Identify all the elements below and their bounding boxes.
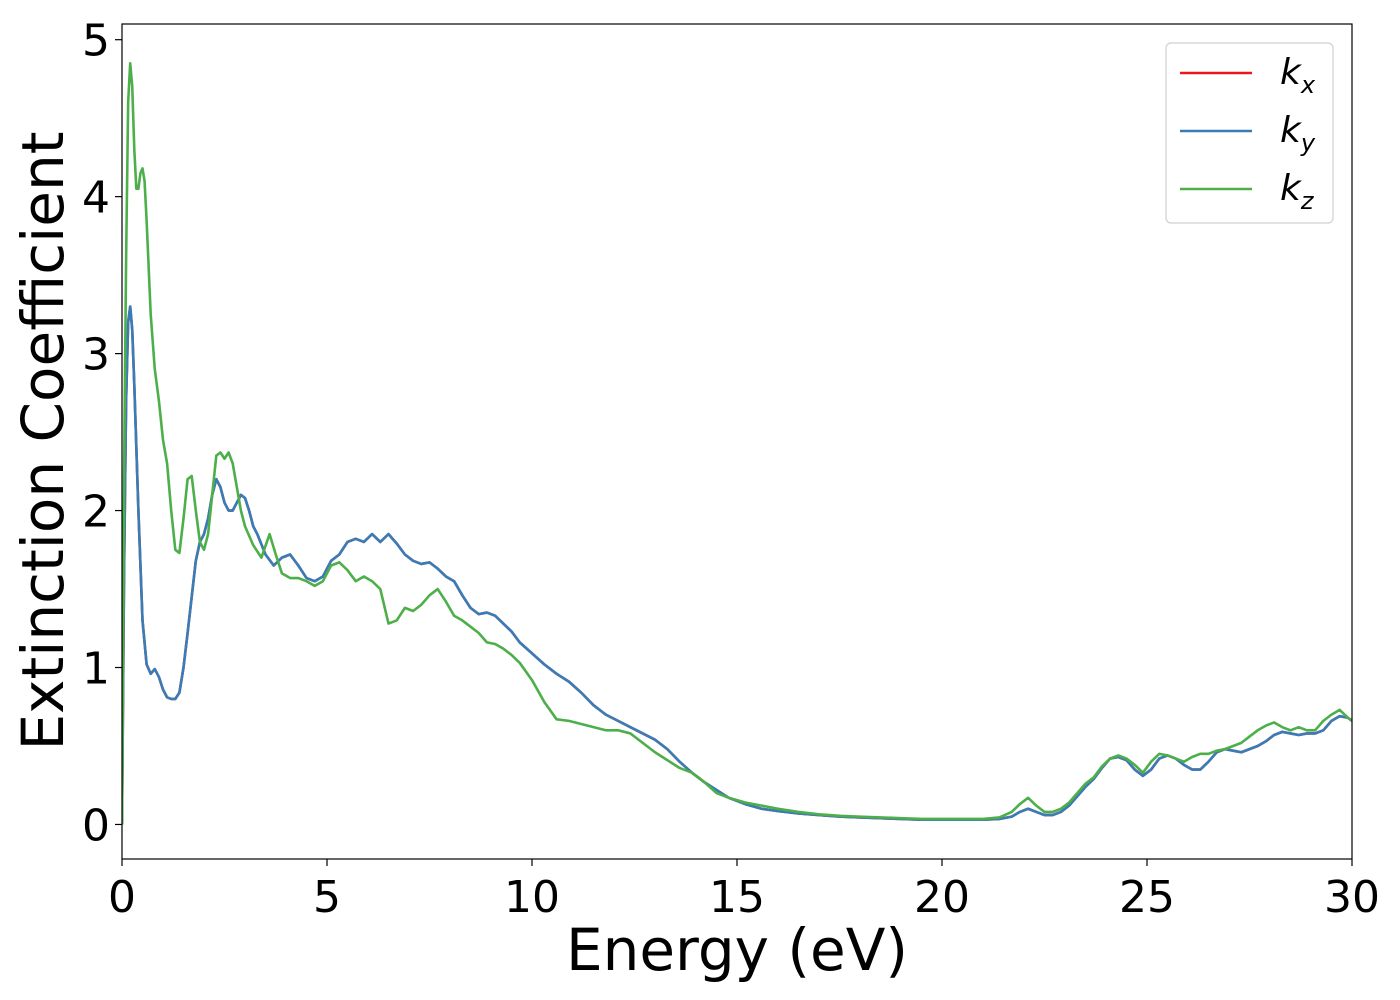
y-tick-label: 3 (82, 330, 110, 381)
y-tick-label: 1 (82, 644, 110, 695)
x-axis: 0 5 10 15 20 25 30 (108, 859, 1380, 923)
x-axis-label: Energy (eV) (566, 916, 908, 984)
x-tick-label: 0 (108, 872, 136, 923)
series-line-kz (122, 61, 1352, 825)
x-tick-label: 25 (1119, 872, 1175, 923)
legend-box (1165, 42, 1334, 224)
y-tick-label: 5 (82, 16, 110, 67)
legend-label-base: k (1280, 168, 1303, 209)
legend-label-base: k (1280, 110, 1303, 151)
series-layer (122, 61, 1352, 825)
legend-label-kx: kx (1280, 52, 1316, 99)
legend-label-subscript: x (1300, 71, 1316, 99)
x-tick-label: 20 (914, 872, 970, 923)
legend-label-subscript: z (1300, 187, 1315, 215)
series-line-kx (122, 305, 1352, 825)
series-line-ky (122, 305, 1352, 825)
y-axis-label: Extinction Coefficient (9, 132, 77, 751)
legend-label-subscript: y (1300, 129, 1316, 157)
y-tick-label: 2 (82, 487, 110, 538)
legend-label-base: k (1280, 52, 1303, 93)
x-tick-label: 10 (504, 872, 560, 923)
x-tick-label: 5 (313, 872, 341, 923)
x-tick-label: 30 (1324, 872, 1380, 923)
y-tick-label: 4 (82, 173, 110, 224)
legend-label-ky: ky (1280, 110, 1316, 157)
y-tick-label: 0 (82, 800, 110, 851)
x-tick-label: 15 (709, 872, 765, 923)
legend-label-kz: kz (1280, 168, 1315, 215)
y-axis: 0 1 2 3 4 5 (82, 16, 122, 851)
